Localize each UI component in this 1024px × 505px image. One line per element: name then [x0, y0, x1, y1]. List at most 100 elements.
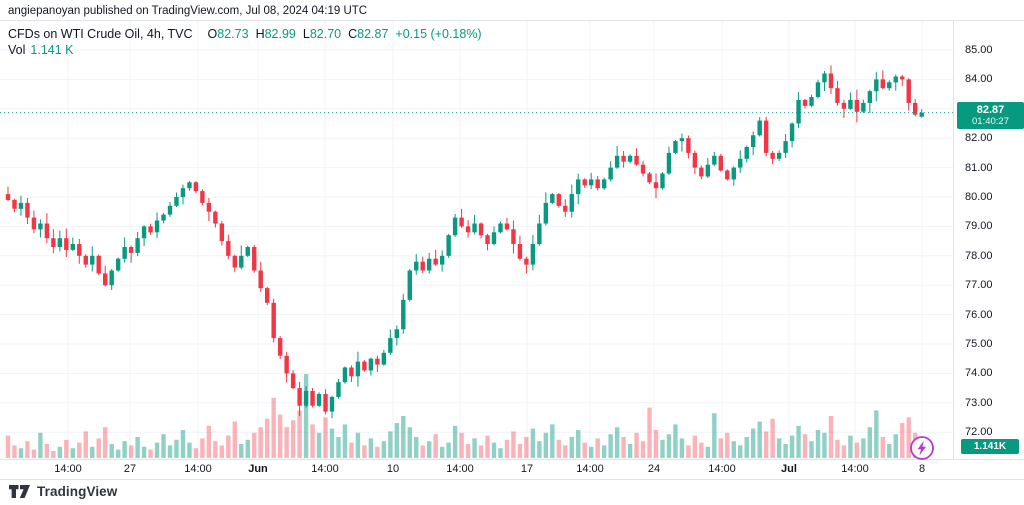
candle-body: [284, 355, 289, 374]
candlestick-chart[interactable]: [0, 21, 953, 459]
volume-bar: [679, 438, 685, 458]
candle-body: [342, 367, 348, 383]
time-tick-label: 14:00: [311, 463, 339, 475]
candle-body: [180, 188, 186, 197]
candle-body: [491, 232, 497, 245]
volume-bar: [874, 410, 879, 458]
volume-bar: [96, 438, 101, 458]
candle-body: [316, 394, 322, 406]
candle-body: [738, 158, 743, 168]
volume-bar: [485, 435, 490, 458]
candle-body: [303, 391, 309, 406]
candle-body: [187, 182, 192, 189]
volume-bar: [64, 439, 69, 458]
candle-body: [362, 361, 367, 371]
candle-body: [478, 223, 484, 236]
ohlc-values: O82.73 H82.99 L82.70 C82.87: [201, 27, 389, 41]
time-tick-label: 10: [386, 463, 400, 475]
candle-body: [556, 194, 561, 206]
volume-bar: [115, 449, 121, 458]
volume-bar: [180, 430, 186, 458]
volume-bar: [666, 434, 672, 458]
price-tick-label: 81.00: [965, 161, 993, 174]
price-tick-label: 72.00: [965, 426, 993, 439]
candle-body: [439, 255, 445, 265]
candle-body: [524, 258, 529, 265]
symbol-title[interactable]: CFDs on WTI Crude Oil, 4h, TVC: [8, 27, 193, 41]
candle-body: [634, 155, 639, 165]
volume-bar: [245, 439, 250, 458]
time-tick-label: 27: [123, 463, 137, 475]
volume-bar: [738, 445, 743, 458]
chart-legend: CFDs on WTI Crude Oil, 4h, TVC O82.73 H82.…: [8, 26, 482, 58]
volume-bar: [498, 448, 503, 458]
ohlc-value: 82.73: [217, 27, 249, 41]
volume-bar: [789, 435, 795, 458]
volume-bar: [705, 446, 711, 458]
candle-body: [44, 223, 50, 239]
candle-body: [517, 244, 523, 259]
candle-body: [459, 217, 464, 227]
time-tick-label: 14:00: [446, 463, 474, 475]
candle-body: [589, 179, 594, 186]
volume-bar: [433, 434, 438, 458]
volume-bar: [103, 427, 108, 458]
volume-bar: [258, 427, 263, 458]
candle-body: [679, 138, 685, 142]
volume-bar: [174, 439, 179, 458]
volume-bar: [491, 442, 497, 458]
candle-body: [802, 100, 808, 106]
volume-bar: [265, 418, 270, 458]
candle-body: [770, 152, 775, 159]
volume-bar: [407, 427, 412, 458]
candle-body: [103, 273, 108, 286]
candle-body: [90, 255, 95, 265]
volume-bar: [627, 444, 633, 458]
price-change: +0.15 (+0.18%): [395, 27, 482, 41]
volume-bar: [70, 448, 75, 458]
volume-bar: [900, 423, 905, 458]
volume-bar: [576, 430, 581, 458]
volume-bar: [349, 442, 354, 458]
candle-body: [906, 79, 911, 103]
volume-bar: [802, 434, 808, 458]
volume-bar: [809, 441, 814, 458]
price-tick-label: 75.00: [965, 338, 993, 350]
lightning-icon[interactable]: [909, 435, 935, 461]
price-axis[interactable]: 85.0084.0083.0082.0081.0080.0079.0078.00…: [953, 21, 1024, 459]
candle-body: [206, 202, 212, 212]
candle-body: [148, 226, 153, 233]
volume-bar: [472, 438, 477, 458]
candle-body: [874, 79, 879, 92]
volume-bar: [517, 444, 523, 458]
time-tick-label: 14:00: [708, 463, 736, 475]
candle-body: [511, 229, 516, 244]
candle-body: [381, 352, 387, 365]
candle-body: [420, 261, 425, 271]
time-tick-label: 14:00: [184, 463, 212, 475]
time-axis[interactable]: 14:00 27 14:00 Jun 14:00 10 14:00 17 14:00 24 14:0…: [0, 459, 1024, 479]
candle-body: [38, 223, 43, 230]
candle-body: [601, 179, 607, 189]
candle-body: [349, 367, 354, 377]
candle-body: [70, 244, 75, 250]
volume-bar: [478, 445, 484, 458]
candle-body: [174, 197, 179, 206]
candle-body: [751, 135, 756, 148]
candle-body: [323, 394, 328, 412]
volume-bar: [589, 446, 594, 458]
volume-bar: [355, 432, 361, 458]
candle-body: [867, 91, 873, 103]
candle-body: [77, 244, 82, 256]
candle-body: [388, 338, 393, 353]
volume-bar: [731, 441, 736, 458]
volume-bar: [673, 424, 678, 458]
tradingview-logo[interactable]: TradingView: [9, 484, 117, 499]
candle-body: [472, 223, 477, 233]
time-tick-label: Jun: [248, 463, 268, 475]
candle-body: [452, 217, 458, 236]
candle-body: [433, 258, 438, 265]
volume-bar: [621, 437, 626, 458]
candle-body: [336, 382, 341, 397]
volume-bar: [329, 428, 335, 458]
